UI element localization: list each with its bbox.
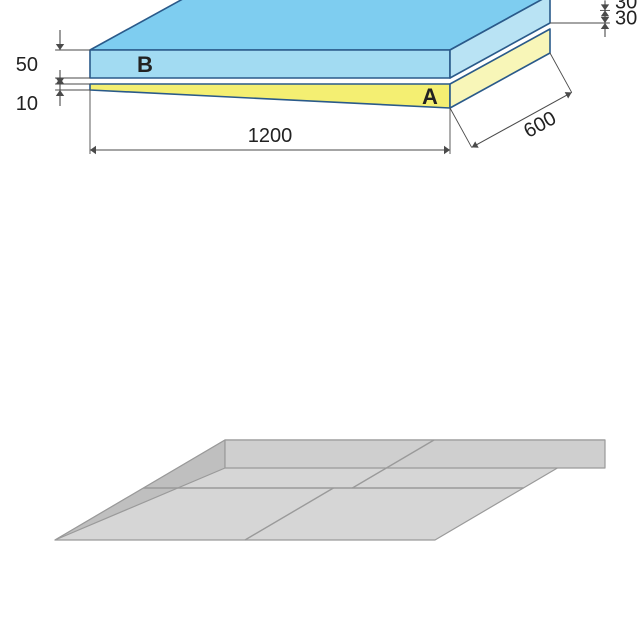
dim-length: 1200 (248, 125, 293, 147)
dim-depth: 600 (520, 107, 560, 142)
dim-wedge-front-thickness-2: 30 (615, 8, 637, 30)
label-wedge-slab: A (422, 84, 438, 109)
bottom-model (55, 440, 605, 540)
top-diagram: BA501012003030600 (16, 0, 638, 154)
label-top-slab: B (137, 52, 153, 77)
dim-top-thickness: 50 (16, 54, 38, 76)
dim-wedge-tail-thickness: 10 (16, 93, 38, 115)
